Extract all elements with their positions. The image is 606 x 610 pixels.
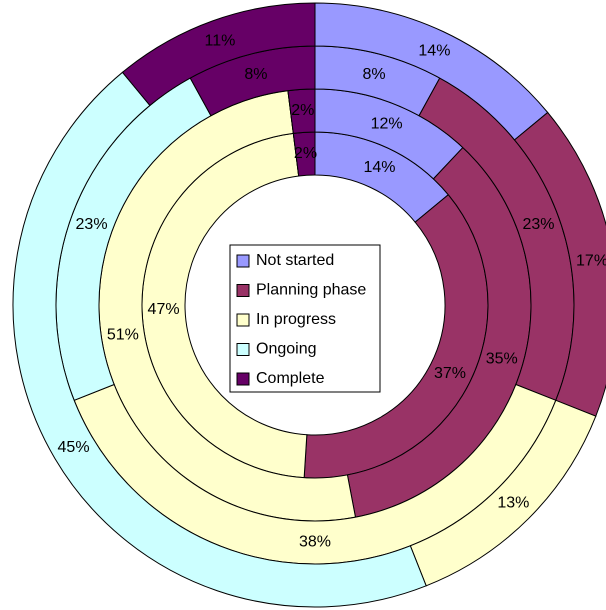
ring-segment [12, 71, 427, 608]
data-label: 8% [244, 66, 267, 83]
data-label: 23% [76, 216, 108, 233]
data-label: 17% [576, 252, 606, 269]
data-label: 37% [434, 365, 466, 382]
data-label: 47% [148, 301, 180, 318]
data-label: 45% [58, 439, 90, 456]
legend-label: Complete [256, 370, 325, 387]
data-label: 11% [205, 32, 236, 49]
legend-label: Planning phase [256, 282, 366, 299]
data-label: 14% [363, 159, 395, 176]
data-label: 12% [371, 115, 403, 132]
legend-label: Not started [256, 252, 334, 269]
legend-label: In progress [256, 311, 336, 328]
data-label: 35% [486, 350, 518, 367]
data-label: 2% [291, 102, 314, 119]
data-label: 23% [522, 216, 554, 233]
legend-swatch [236, 254, 250, 268]
legend-swatch [236, 284, 250, 297]
data-label: 14% [418, 42, 450, 59]
data-label: 51% [107, 327, 139, 344]
data-label: 38% [299, 534, 331, 551]
data-label: 13% [497, 495, 529, 512]
legend-swatch [236, 372, 250, 386]
ring-segment [121, 2, 316, 107]
legend-label: Ongoing [256, 341, 317, 358]
data-label: 2% [294, 145, 317, 162]
data-label: 8% [363, 66, 386, 83]
legend-swatch [236, 313, 250, 327]
legend-box [229, 244, 381, 393]
legend-swatch [236, 343, 250, 356]
